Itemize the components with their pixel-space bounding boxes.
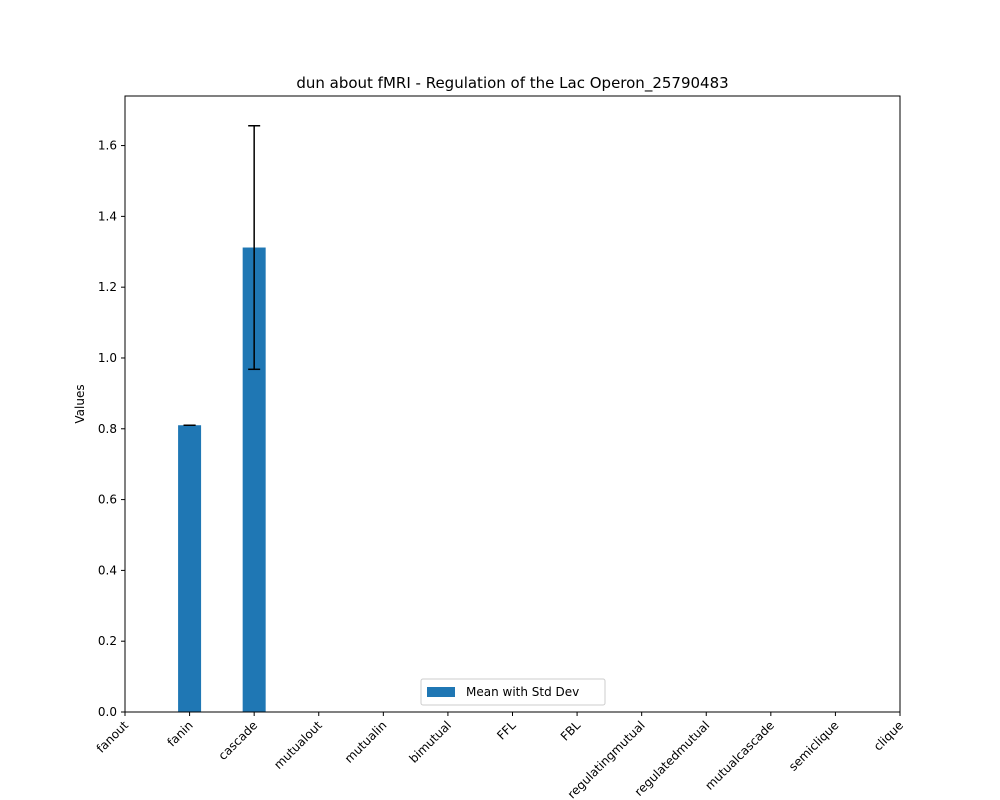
y-tick-label: 1.2 — [98, 280, 117, 294]
legend-label: Mean with Std Dev — [466, 685, 579, 699]
y-ticks-group: 0.0 0.2 0.4 0.6 0.8 1.0 1.2 1.4 1.6 — [98, 139, 125, 719]
y-tick-label: 1.6 — [98, 139, 117, 153]
bar-cascade — [242, 247, 266, 712]
legend: Mean with Std Dev — [420, 678, 606, 706]
y-axis-label: Values — [73, 384, 87, 423]
y-tick-label: 0.6 — [98, 493, 117, 507]
y-tick-label: 0.4 — [98, 563, 117, 577]
error-bars-group — [183, 124, 261, 426]
y-tick-label: 1.0 — [98, 351, 117, 365]
legend-box — [420, 678, 606, 706]
legend-swatch — [427, 687, 455, 697]
bar-fanin — [178, 425, 202, 712]
y-tick-label: 1.4 — [98, 209, 117, 223]
plot-frame — [124, 95, 901, 713]
bars-group — [178, 247, 266, 712]
y-tick-label: 0.2 — [98, 634, 117, 648]
y-tick-label: 0.8 — [98, 422, 117, 436]
chart-title: dun about fMRI - Regulation of the Lac O… — [296, 74, 728, 93]
y-tick-label: 0.0 — [98, 705, 117, 719]
